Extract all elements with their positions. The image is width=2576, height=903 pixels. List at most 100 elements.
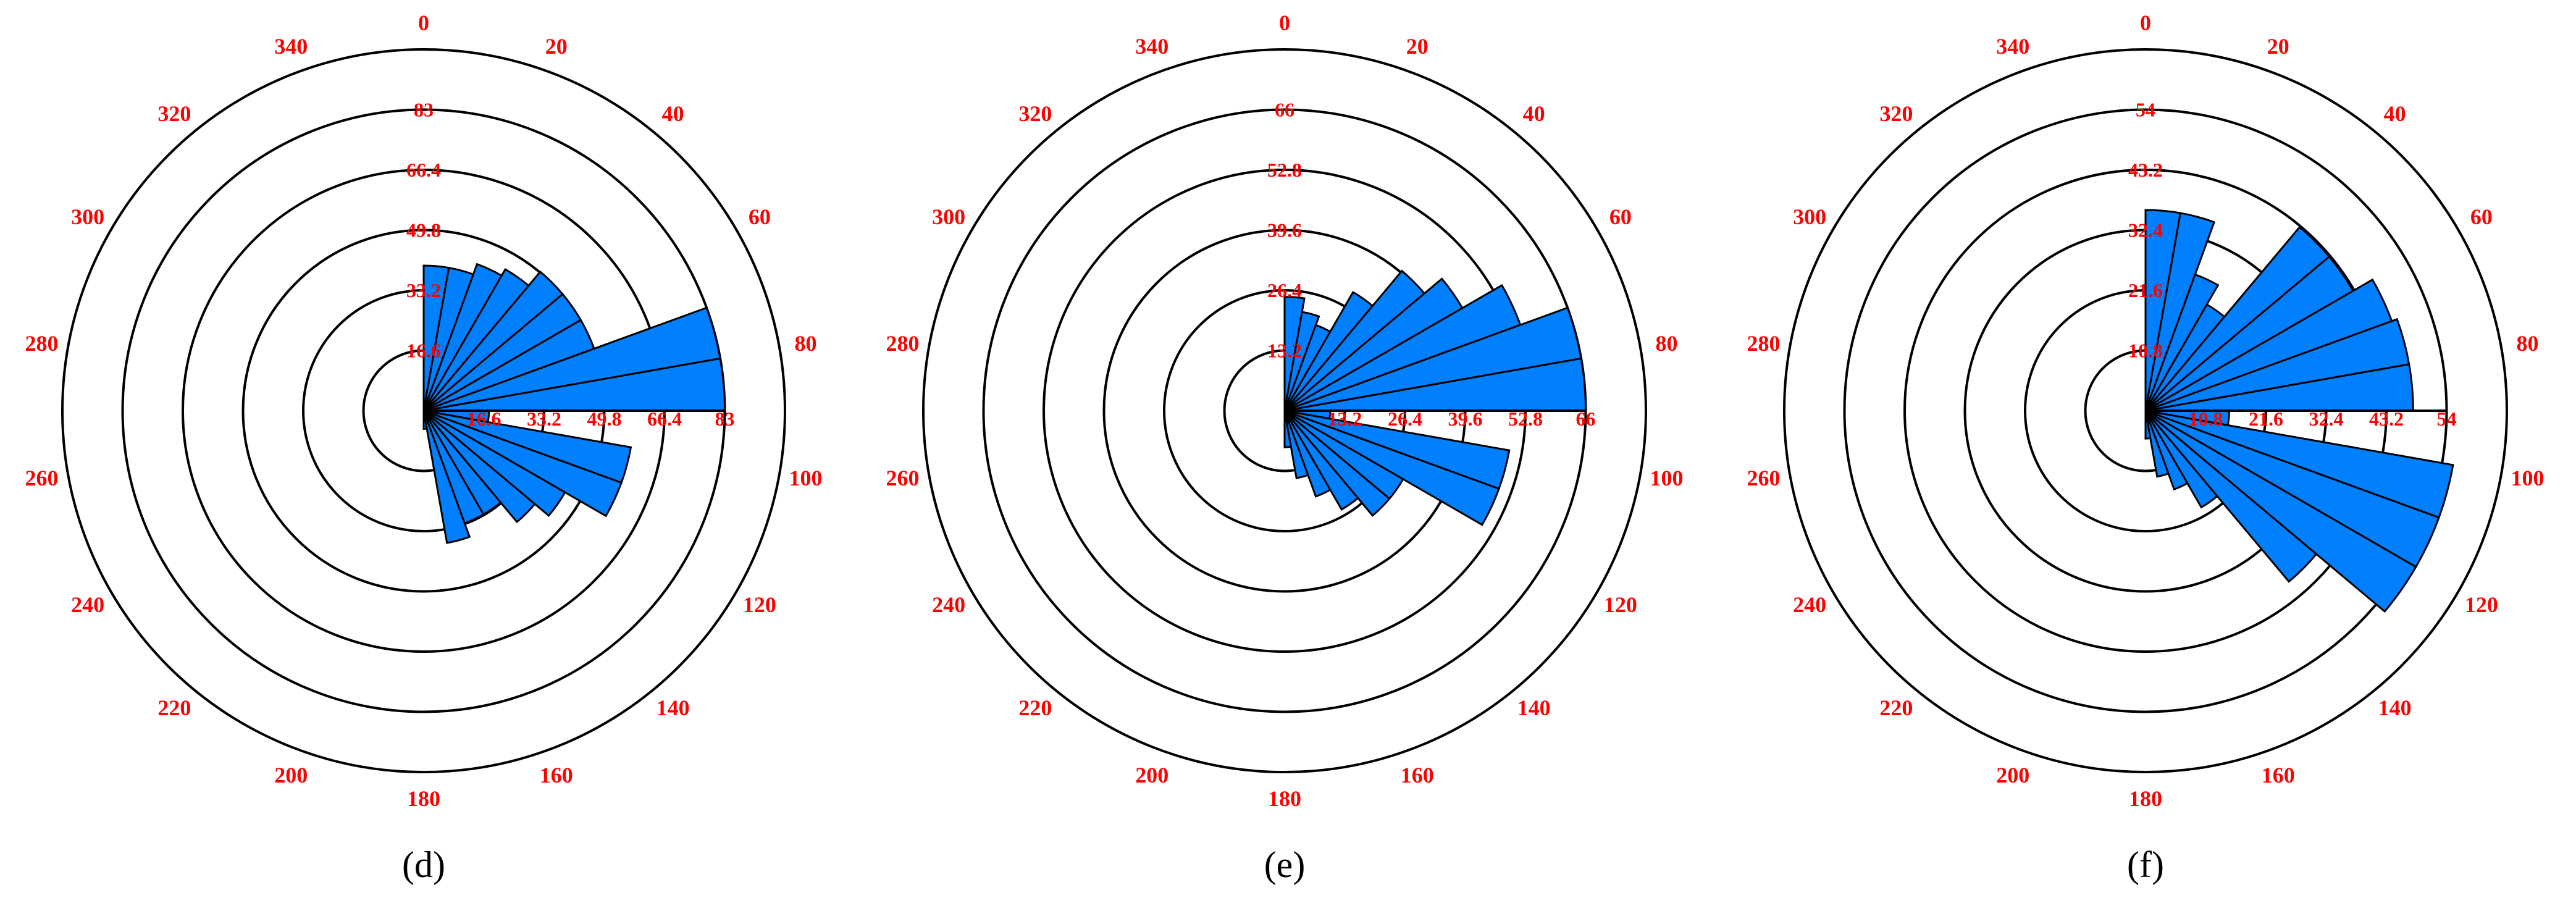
angle-tick-label: 100 xyxy=(789,466,822,490)
angle-tick-label: 260 xyxy=(1747,466,1781,490)
angle-tick-label: 140 xyxy=(2378,695,2412,720)
angle-tick-label: 260 xyxy=(886,466,920,490)
panel-caption: (f) xyxy=(2127,844,2164,885)
angle-tick-label: 340 xyxy=(1135,34,1168,59)
radial-tick-label: 39.6 xyxy=(1267,219,1302,242)
rose-wedge xyxy=(423,410,566,518)
rose-wedge xyxy=(422,410,537,524)
angle-tick-label: 0 xyxy=(418,10,429,35)
radial-tick-label: 26.4 xyxy=(1267,279,1302,301)
angle-tick-label: 100 xyxy=(2511,466,2544,490)
radial-tick-label: 66.4 xyxy=(647,408,682,430)
angle-tick-label: 240 xyxy=(71,592,104,617)
angle-tick-label: 100 xyxy=(1650,466,1683,490)
angle-tick-label: 320 xyxy=(1018,101,1052,126)
angle-tick-label: 240 xyxy=(932,592,965,617)
angle-tick-label: 0 xyxy=(1279,10,1290,35)
radial-tick-label: 32.4 xyxy=(2128,219,2163,242)
radial-tick-label: 66 xyxy=(1576,408,1596,430)
angle-tick-label: 160 xyxy=(2262,763,2295,788)
angle-tick-label: 40 xyxy=(1523,101,1545,126)
rose-wedge xyxy=(2144,410,2318,583)
rose-wedge xyxy=(2144,410,2152,440)
angle-tick-label: 300 xyxy=(1793,204,1826,229)
angle-tick-label: 180 xyxy=(1268,786,1301,811)
angle-tick-label: 40 xyxy=(2384,101,2406,126)
radial-tick-label: 66 xyxy=(1275,99,1294,121)
radial-tick-label: 10.8 xyxy=(2128,340,2163,362)
angle-tick-label: 200 xyxy=(1996,763,2029,788)
rose-wedge xyxy=(2144,273,2220,411)
angle-tick-label: 20 xyxy=(1406,34,1429,59)
angle-tick-label: 280 xyxy=(1747,331,1781,356)
angle-tick-label: 240 xyxy=(1793,592,1826,617)
radial-tick-label: 13.2 xyxy=(1328,408,1362,430)
radial-tick-label: 49.8 xyxy=(587,408,622,430)
radial-tick-label: 66.4 xyxy=(406,159,441,181)
rose-wedge xyxy=(2145,410,2417,613)
angle-tick-label: 300 xyxy=(932,204,965,229)
angle-tick-label: 120 xyxy=(1604,592,1637,617)
panel-caption: (d) xyxy=(402,844,445,885)
radial-tick-label: 16.6 xyxy=(467,408,501,430)
panel-caption: (e) xyxy=(1264,844,1306,885)
polar-chart: 13.2 13.2 26.4 26.4 39.6 39.6 52.8 52.8 66 66 0 20 4… xyxy=(886,10,1684,885)
angle-tick-label: 80 xyxy=(1655,331,1677,356)
radial-tick-label: 33.2 xyxy=(527,408,561,430)
angle-tick-label: 140 xyxy=(1517,695,1551,720)
angle-tick-label: 280 xyxy=(886,331,920,356)
radial-tick-label: 32.4 xyxy=(2309,408,2344,430)
angle-tick-label: 220 xyxy=(1018,695,1052,720)
angle-tick-label: 120 xyxy=(2465,592,2498,617)
radial-tick-label: 21.6 xyxy=(2249,408,2283,430)
angle-tick-label: 40 xyxy=(662,101,684,126)
rose-wedge xyxy=(423,410,623,518)
angle-tick-label: 220 xyxy=(1879,695,1913,720)
angle-tick-label: 60 xyxy=(1609,204,1632,229)
angle-tick-label: 20 xyxy=(545,34,568,59)
radial-tick-label: 26.4 xyxy=(1388,408,1422,430)
angle-tick-label: 20 xyxy=(2267,34,2289,59)
outer-ring xyxy=(61,48,786,773)
polar-chart: 16.6 16.6 33.2 33.2 49.8 49.8 66.4 66.4 83 83 0 20 4… xyxy=(25,10,823,885)
angle-tick-label: 220 xyxy=(157,695,191,720)
radial-tick-label: 54 xyxy=(2437,408,2457,430)
radial-tick-label: 33.2 xyxy=(406,279,441,301)
radial-tick-label: 83 xyxy=(715,408,735,430)
angle-tick-label: 120 xyxy=(743,592,776,617)
angle-tick-label: 300 xyxy=(71,204,104,229)
angle-tick-label: 180 xyxy=(407,786,440,811)
radial-tick-label: 39.6 xyxy=(1448,408,1483,430)
angle-tick-label: 200 xyxy=(1135,763,1168,788)
outer-ring xyxy=(1783,48,2508,773)
rose-wedge xyxy=(1283,410,1309,479)
outer-ring xyxy=(922,48,1647,773)
radial-tick-label: 13.2 xyxy=(1267,340,1302,362)
radial-tick-label: 21.6 xyxy=(2128,279,2163,301)
angle-tick-label: 180 xyxy=(2129,786,2162,811)
radial-tick-label: 49.8 xyxy=(406,219,441,242)
radial-tick-label: 43.2 xyxy=(2369,408,2404,430)
angle-tick-label: 0 xyxy=(2140,10,2151,35)
angle-tick-label: 140 xyxy=(657,695,690,720)
angle-tick-label: 60 xyxy=(2470,204,2493,229)
rose-wedge xyxy=(422,410,428,430)
angle-tick-label: 60 xyxy=(749,204,771,229)
angle-tick-label: 260 xyxy=(25,466,59,490)
angle-tick-label: 160 xyxy=(540,763,573,788)
angle-tick-label: 340 xyxy=(274,34,308,59)
radial-tick-label: 83 xyxy=(414,99,434,121)
angle-tick-label: 80 xyxy=(2516,331,2538,356)
polar-chart: 10.8 10.8 21.6 21.6 32.4 32.4 43.2 43.2 54 54 0 20 4… xyxy=(1747,10,2545,885)
angle-tick-label: 80 xyxy=(794,331,816,356)
rose-wedge xyxy=(1283,410,1391,517)
rose-wedge xyxy=(1283,410,1292,448)
radial-tick-label: 16.6 xyxy=(406,340,441,362)
radial-tick-label: 10.8 xyxy=(2189,408,2223,430)
rose-wedge xyxy=(422,410,471,544)
radial-tick-label: 43.2 xyxy=(2128,159,2163,181)
rose-wedge xyxy=(1283,410,1359,511)
rose-wedge xyxy=(2144,410,2219,509)
